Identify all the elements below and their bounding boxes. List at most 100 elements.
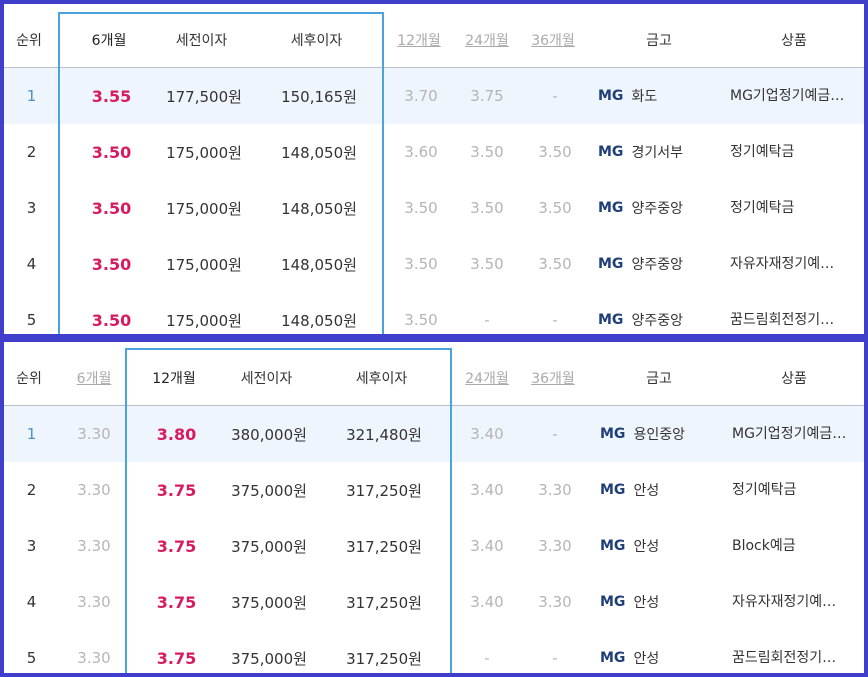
table-header: 순위 6개월 12개월 세전이자 세후이자 24개월 36개월 금고 상품 — [4, 350, 864, 406]
rank-cell: 3 — [26, 537, 37, 555]
bank-name[interactable]: 양주중앙 — [631, 257, 683, 273]
rate-36-month-cell: 3.50 — [538, 255, 572, 273]
table-row[interactable]: 5 3.30 3.75 375,000원 317,250원 - - MG 안성 꿈드림회전정기… — [4, 630, 864, 673]
rate-6-month-cell: 3.30 — [77, 537, 111, 555]
rate-12-month-cell: 3.75 — [156, 592, 197, 612]
table-row[interactable]: 1 3.55 177,500원 150,165원 3.70 3.75 - MG 화도 MG기업정기… — [4, 68, 864, 124]
rate-36-month-cell: 3.50 — [538, 143, 572, 161]
bank-cell[interactable]: MG 경기서부 — [598, 124, 723, 180]
rate-12-month-cell: 3.75 — [156, 648, 197, 668]
table-row[interactable]: 2 3.30 3.75 375,000원 317,250원 3.40 3.30 MG 안성 정기예… — [4, 462, 864, 518]
rate-6-month-cell: 3.30 — [77, 481, 111, 499]
post-tax-interest-cell: 317,250원 — [346, 537, 422, 556]
table-row[interactable]: 2 3.50 175,000원 148,050원 3.60 3.50 3.50 MG 경기서부 정… — [4, 124, 864, 180]
rate-24-month-cell: 3.50 — [470, 199, 504, 217]
rate-12-month-cell: 3.60 — [404, 143, 438, 161]
table-row[interactable]: 4 3.50 175,000원 148,050원 3.50 3.50 3.50 MG 양주중앙 자… — [4, 236, 864, 292]
bank-cell[interactable]: MG 양주중앙 — [598, 292, 723, 334]
bank-name[interactable]: 경기서부 — [631, 145, 683, 161]
mg-logo-icon: MG — [600, 482, 626, 498]
product-name[interactable]: 자유자재정기예… — [730, 256, 835, 272]
rate-6-month-cell: 3.30 — [77, 649, 111, 667]
rate-36-month-cell: 3.50 — [538, 199, 572, 217]
rate-24-month-cell: - — [484, 311, 490, 329]
post-tax-interest-cell: 317,250원 — [346, 593, 422, 612]
table-row[interactable]: 3 3.30 3.75 375,000원 317,250원 3.40 3.30 MG 안성 Blo… — [4, 518, 864, 574]
rate-24-month-cell: 3.50 — [470, 143, 504, 161]
rate-12-month-cell: 3.50 — [404, 311, 438, 329]
tab-36-month[interactable]: 36개월 — [531, 370, 575, 387]
header-product: 상품 — [781, 370, 807, 387]
pre-tax-interest-cell: 175,000원 — [166, 255, 242, 274]
rate-36-month-cell: - — [552, 87, 558, 105]
rate-12-month-cell: 3.75 — [156, 536, 197, 556]
product-name[interactable]: MG기업정기예금… — [730, 88, 845, 104]
product-cell: 자유자재정기예… — [732, 574, 860, 630]
bank-cell[interactable]: MG 용인중앙 — [600, 406, 725, 462]
table-row[interactable]: 4 3.30 3.75 375,000원 317,250원 3.40 3.30 MG 안성 자유자… — [4, 574, 864, 630]
product-name[interactable]: 정기예탁금 — [732, 482, 797, 498]
rank-cell: 3 — [26, 199, 37, 217]
bank-cell[interactable]: MG 양주중앙 — [598, 180, 723, 236]
post-tax-interest-cell: 148,050원 — [281, 143, 357, 162]
product-name[interactable]: 꿈드림회전정기… — [732, 650, 837, 666]
bank-name[interactable]: 양주중앙 — [631, 313, 683, 329]
product-name[interactable]: 꿈드림회전정기… — [730, 312, 835, 328]
mg-logo-icon: MG — [600, 594, 626, 610]
tab-24-month[interactable]: 24개월 — [465, 32, 509, 49]
rank-cell: 2 — [26, 481, 37, 499]
bank-cell[interactable]: MG 양주중앙 — [598, 236, 723, 292]
table-row[interactable]: 3 3.50 175,000원 148,050원 3.50 3.50 3.50 MG 양주중앙 정… — [4, 180, 864, 236]
bank-name[interactable]: 안성 — [633, 651, 660, 667]
bank-cell[interactable]: MG 화도 — [598, 68, 723, 124]
bank-cell[interactable]: MG 안성 — [600, 630, 725, 673]
product-name[interactable]: 자유자재정기예… — [732, 594, 837, 610]
rank-cell: 4 — [26, 593, 37, 611]
product-cell: 꿈드림회전정기… — [732, 630, 860, 673]
rate-36-month-cell: 3.30 — [538, 593, 572, 611]
bank-name[interactable]: 안성 — [633, 595, 660, 611]
rate-6-month-cell: 3.55 — [91, 86, 132, 106]
bank-name[interactable]: 양주중앙 — [631, 201, 683, 217]
bank-name[interactable]: 안성 — [633, 539, 660, 555]
rate-36-month-cell: - — [552, 425, 558, 443]
rate-24-month-cell: - — [484, 649, 490, 667]
rate-36-month-cell: 3.30 — [538, 481, 572, 499]
tab-6-month[interactable]: 6개월 — [76, 370, 112, 387]
header-post-tax: 세후이자 — [290, 32, 343, 49]
tab-24-month[interactable]: 24개월 — [465, 370, 509, 387]
rate-36-month-cell: - — [552, 649, 558, 667]
tab-12-month[interactable]: 12개월 — [152, 370, 196, 387]
rank-cell: 1 — [26, 425, 37, 443]
rate-24-month-cell: 3.40 — [470, 425, 504, 443]
product-cell: MG기업정기예금… — [730, 68, 860, 124]
tab-36-month[interactable]: 36개월 — [531, 32, 575, 49]
rank-cell: 4 — [26, 255, 37, 273]
tab-6-month[interactable]: 6개월 — [91, 32, 127, 49]
bank-cell[interactable]: MG 안성 — [600, 574, 725, 630]
product-name[interactable]: 정기예탁금 — [730, 144, 795, 160]
product-name[interactable]: Block예금 — [732, 538, 796, 554]
table-row[interactable]: 1 3.30 3.80 380,000원 321,480원 3.40 - MG 용인중앙 MG기업… — [4, 406, 864, 462]
rate-12-month-cell: 3.75 — [156, 480, 197, 500]
bank-name[interactable]: 화도 — [631, 89, 658, 105]
product-name[interactable]: 정기예탁금 — [730, 200, 795, 216]
tab-12-month[interactable]: 12개월 — [397, 32, 441, 49]
rank-cell: 1 — [26, 87, 37, 105]
table-row[interactable]: 5 3.50 175,000원 148,050원 3.50 - - MG 양주중앙 꿈드림회전정기… — [4, 292, 864, 334]
header-bank: 금고 — [646, 32, 672, 49]
rate-table-12-month: 순위 6개월 12개월 세전이자 세후이자 24개월 36개월 금고 상품 1 3… — [0, 338, 868, 677]
product-cell: 정기예탁금 — [730, 180, 860, 236]
product-name[interactable]: MG기업정기예금… — [732, 426, 847, 442]
rank-cell: 2 — [26, 143, 37, 161]
header-pre-tax: 세전이자 — [240, 370, 293, 387]
bank-cell[interactable]: MG 안성 — [600, 462, 725, 518]
bank-name[interactable]: 안성 — [633, 483, 660, 499]
bank-name[interactable]: 용인중앙 — [633, 427, 685, 443]
pre-tax-interest-cell: 375,000원 — [231, 649, 307, 668]
post-tax-interest-cell: 148,050원 — [281, 199, 357, 218]
table-header: 순위 6개월 세전이자 세후이자 12개월 24개월 36개월 금고 상품 — [4, 12, 864, 68]
bank-cell[interactable]: MG 안성 — [600, 518, 725, 574]
pre-tax-interest-cell: 375,000원 — [231, 537, 307, 556]
rate-24-month-cell: 3.40 — [470, 537, 504, 555]
